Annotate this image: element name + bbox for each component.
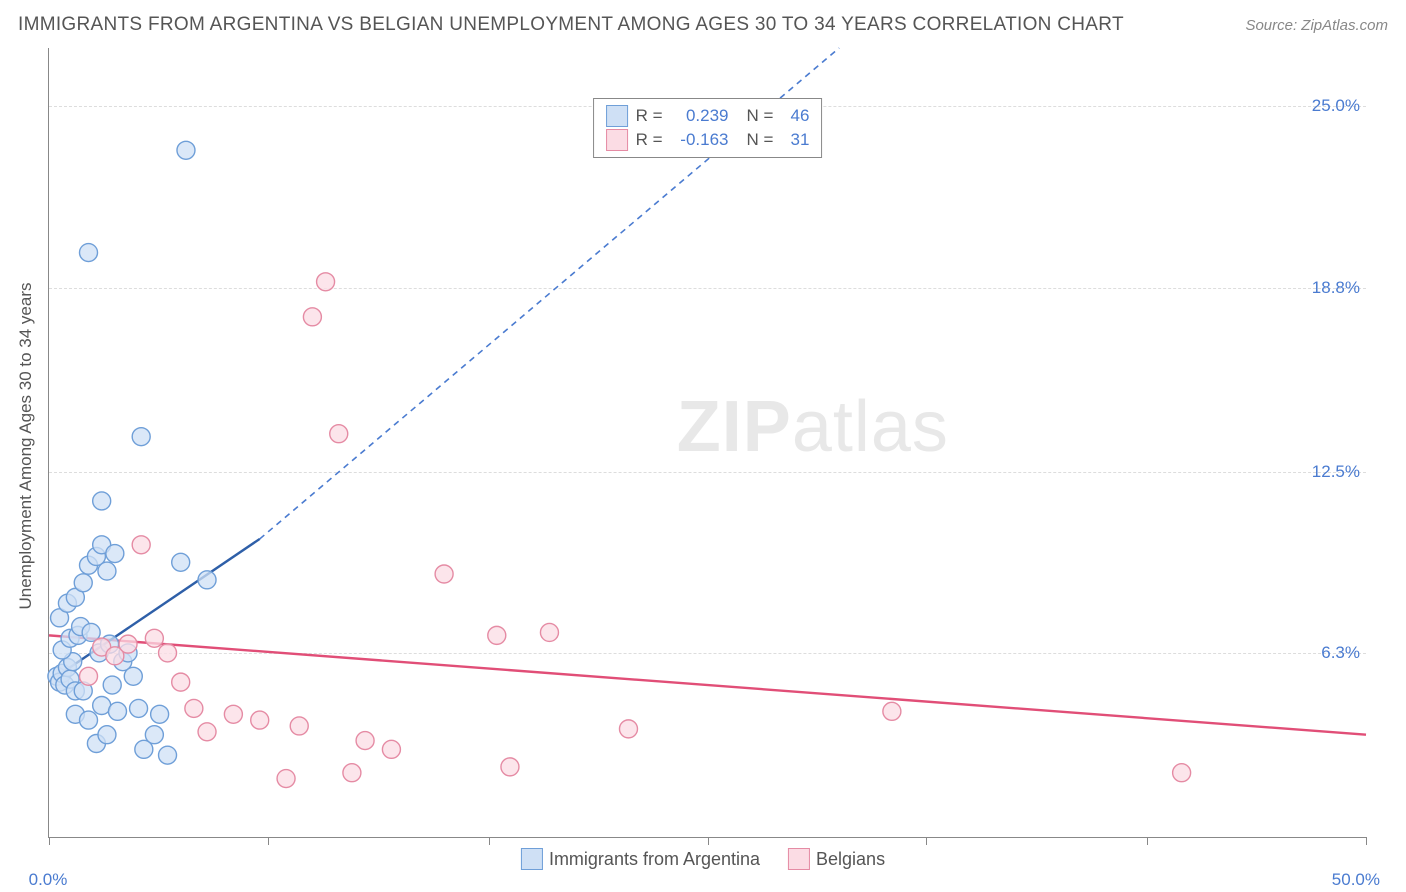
data-point <box>382 740 400 758</box>
data-point <box>290 717 308 735</box>
scatter-chart: ZIPatlas R = 0.239 N = 46 R = -0.163 N =… <box>48 48 1366 838</box>
source-attribution: Source: ZipAtlas.com <box>1245 17 1388 34</box>
data-point <box>198 723 216 741</box>
data-point <box>356 732 374 750</box>
data-point <box>103 676 121 694</box>
data-point <box>435 565 453 583</box>
data-point <box>540 623 558 641</box>
chart-title: IMMIGRANTS FROM ARGENTINA VS BELGIAN UNE… <box>18 14 1124 36</box>
data-point <box>619 720 637 738</box>
data-point <box>177 141 195 159</box>
swatch-series-b <box>788 848 810 870</box>
data-point <box>124 667 142 685</box>
x-tick <box>1147 837 1148 845</box>
data-point <box>303 308 321 326</box>
data-point <box>1173 764 1191 782</box>
data-point <box>80 711 98 729</box>
legend-item-series-b: Belgians <box>788 848 885 870</box>
data-point <box>98 726 116 744</box>
data-point <box>80 244 98 262</box>
x-axis-label-min: 0.0% <box>29 870 68 890</box>
series-legend: Immigrants from Argentina Belgians <box>521 848 885 870</box>
x-tick <box>926 837 927 845</box>
x-tick <box>489 837 490 845</box>
data-point <box>106 545 124 563</box>
data-point <box>159 644 177 662</box>
legend-item-series-a: Immigrants from Argentina <box>521 848 760 870</box>
data-point <box>185 699 203 717</box>
x-tick <box>268 837 269 845</box>
data-point <box>98 562 116 580</box>
data-point <box>93 492 111 510</box>
data-point <box>501 758 519 776</box>
data-point <box>132 536 150 554</box>
data-point <box>74 574 92 592</box>
plot-svg <box>49 48 1366 837</box>
data-point <box>132 428 150 446</box>
data-point <box>488 626 506 644</box>
x-tick <box>1366 837 1367 845</box>
data-point <box>151 705 169 723</box>
correlation-legend: R = 0.239 N = 46 R = -0.163 N = 31 <box>593 98 823 158</box>
legend-row-series-b: R = -0.163 N = 31 <box>606 129 810 151</box>
data-point <box>108 702 126 720</box>
x-axis-label-max: 50.0% <box>1332 870 1380 890</box>
data-point <box>145 726 163 744</box>
x-tick <box>49 837 50 845</box>
swatch-series-a <box>521 848 543 870</box>
swatch-series-b <box>606 129 628 151</box>
data-point <box>119 635 137 653</box>
data-point <box>145 629 163 647</box>
data-point <box>330 425 348 443</box>
data-point <box>883 702 901 720</box>
data-point <box>224 705 242 723</box>
data-point <box>172 673 190 691</box>
y-axis-title: Unemployment Among Ages 30 to 34 years <box>16 283 36 610</box>
swatch-series-a <box>606 105 628 127</box>
legend-row-series-a: R = 0.239 N = 46 <box>606 105 810 127</box>
data-point <box>317 273 335 291</box>
data-point <box>198 571 216 589</box>
data-point <box>80 667 98 685</box>
x-tick <box>708 837 709 845</box>
data-point <box>277 770 295 788</box>
data-point <box>159 746 177 764</box>
data-point <box>343 764 361 782</box>
data-point <box>172 553 190 571</box>
data-point <box>130 699 148 717</box>
data-point <box>251 711 269 729</box>
